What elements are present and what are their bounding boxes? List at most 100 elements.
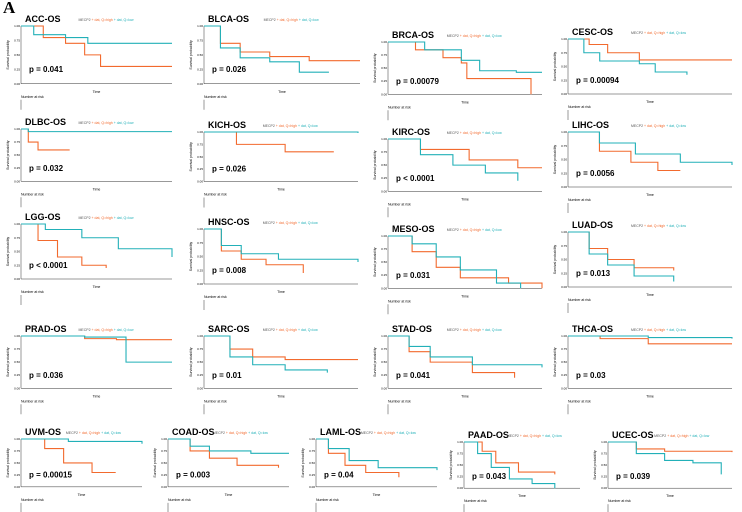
y-tick-label: 0.25 — [309, 473, 315, 477]
legend-high: + dat, Q=high — [276, 124, 298, 128]
y-tick-label: 1.00 — [161, 437, 167, 441]
y-tick-label: 0.50 — [14, 250, 20, 254]
risk-table-title: Number at risk — [21, 290, 44, 294]
legend: MECP2 + dat, Q=high + dat, Q=low — [213, 431, 269, 435]
survival-curve-high — [21, 438, 116, 474]
legend-low: + dat, Q=low — [299, 18, 319, 22]
y-tick-label: 0.75 — [309, 449, 315, 453]
y-axis-label: Survival probability — [373, 150, 377, 180]
y-tick-label: 1.00 — [381, 334, 387, 338]
x-axis-label: Time — [373, 493, 381, 497]
survival-curve-low — [608, 441, 722, 475]
y-tick-label: 0.75 — [161, 449, 167, 453]
y-tick-label: 0.00 — [381, 92, 387, 96]
y-axis-label: Survival probability — [6, 40, 10, 70]
y-tick-label: 0.00 — [197, 180, 203, 184]
legend: MECP2 + dat, Q=high + dat, Q=low — [447, 328, 503, 332]
plot-title: LIHC-OS — [572, 120, 609, 130]
y-tick-label: 1.00 — [561, 230, 567, 234]
km-plot-lihc-os: LIHC-OS MECP2 + dat, Q=high + dat, Q=low S… — [552, 118, 740, 218]
p-value: p = 0.01 — [212, 371, 242, 380]
legend: MECP2 + dat, Q=high + dat, Q=low — [79, 121, 135, 125]
legend-gene: MECP2 — [264, 18, 277, 22]
survival-curve-low — [21, 25, 172, 44]
legend: MECP2 + dat, Q=high + dat, Q=low — [79, 216, 135, 220]
y-tick-label: 0.50 — [161, 461, 167, 465]
p-value: p = 0.013 — [576, 269, 611, 278]
legend-low: + dat, Q=low — [689, 434, 709, 438]
p-value: p = 0.026 — [212, 165, 247, 174]
x-axis-label: Time — [461, 100, 469, 104]
legend-high: + dat, Q=high — [460, 228, 482, 232]
x-axis-label: Time — [666, 494, 674, 498]
risk-table-title: Number at risk — [388, 105, 411, 109]
y-axis-label: Survival probability — [189, 40, 193, 70]
y-tick-label: 0.00 — [14, 179, 20, 183]
legend-gene: MECP2 — [361, 431, 374, 435]
legend-high: + dat, Q=high — [276, 328, 298, 332]
y-axis-label: Survival probability — [189, 242, 193, 272]
legend-low: + dat, Q=low — [482, 34, 502, 38]
x-axis-label: Time — [518, 494, 526, 498]
legend: MECP2 + dat, Q=high + dat, Q=low — [631, 224, 687, 228]
p-value: p = 0.041 — [396, 371, 431, 380]
y-tick-label: 0.50 — [561, 158, 567, 162]
y-tick-label: 0.00 — [197, 386, 203, 390]
p-value: p = 0.00015 — [29, 470, 72, 479]
y-axis-label: Survival probability — [449, 450, 453, 480]
x-axis-label: Time — [646, 394, 654, 398]
y-axis-label: Survival probability — [189, 142, 193, 172]
y-tick-label: 0.25 — [561, 171, 567, 175]
survival-curve-low — [568, 131, 733, 165]
y-axis-label: Survival probability — [6, 347, 10, 377]
legend-high: + dat, Q=high — [644, 224, 666, 228]
legend-gene: MECP2 — [263, 221, 276, 225]
y-tick-label: 0.00 — [14, 386, 20, 390]
km-plot-hnsc-os: HNSC-OS MECP2 + dat, Q=high + dat, Q=low S… — [188, 215, 366, 315]
plot-title: STAD-OS — [392, 324, 432, 334]
y-tick-label: 0.50 — [14, 360, 20, 364]
y-tick-label: 0.50 — [381, 260, 387, 264]
plot-title: LGG-OS — [25, 212, 61, 222]
y-tick-label: 0.75 — [14, 140, 20, 144]
x-axis-label: Time — [93, 394, 101, 398]
legend: MECP2 + dat, Q=high + dat, Q=low — [447, 228, 503, 232]
y-tick-label: 1.00 — [309, 437, 315, 441]
y-tick-label: 0.50 — [197, 360, 203, 364]
x-axis-label: Time — [646, 293, 654, 297]
legend-gene: MECP2 — [447, 131, 460, 135]
legend-low: + dat, Q=low — [482, 228, 502, 232]
risk-table-title: Number at risk — [388, 399, 411, 403]
y-tick-label: 0.25 — [457, 475, 463, 479]
km-plot-ucec-os: UCEC-OS MECP2 + dat, Q=high + dat, Q=low S… — [592, 428, 740, 512]
risk-table-title: Number at risk — [21, 399, 44, 403]
x-axis-label: Time — [277, 394, 285, 398]
y-axis-label: Survival probability — [301, 448, 305, 478]
y-tick-label: 0.25 — [197, 167, 203, 171]
y-axis-label: Survival probability — [553, 245, 557, 275]
survival-curve-low — [21, 335, 172, 363]
y-tick-label: 0.25 — [197, 373, 203, 377]
km-plot-kich-os: KICH-OS MECP2 + dat, Q=high + dat, Q=low S… — [188, 118, 366, 208]
km-plot-thca-os: THCA-OS MECP2 + dat, Q=high + dat, Q=low S… — [552, 322, 740, 417]
legend-gene: MECP2 — [631, 31, 644, 35]
y-tick-label: 1.00 — [197, 24, 203, 28]
legend: MECP2 + dat, Q=high + dat, Q=low — [263, 124, 319, 128]
legend-high: + dat, Q=high — [79, 431, 101, 435]
risk-table-title: Number at risk — [568, 198, 591, 202]
y-tick-label: 0.75 — [561, 51, 567, 55]
y-tick-label: 0.50 — [381, 360, 387, 364]
legend-high: + dat, Q=high — [92, 328, 114, 332]
y-tick-label: 0.50 — [381, 163, 387, 167]
y-tick-label: 0.75 — [14, 38, 20, 42]
legend-low: + dat, Q=low — [482, 131, 502, 135]
survival-curve-high — [568, 131, 681, 172]
legend-low: + dat, Q=low — [298, 221, 318, 225]
y-tick-label: 0.00 — [561, 185, 567, 189]
y-tick-label: 0.00 — [601, 486, 607, 490]
legend-gene: MECP2 — [66, 431, 79, 435]
figure-label: A — [3, 0, 16, 17]
p-value: p = 0.026 — [212, 65, 247, 74]
y-tick-label: 0.50 — [197, 255, 203, 259]
risk-table-title: Number at risk — [21, 498, 44, 502]
